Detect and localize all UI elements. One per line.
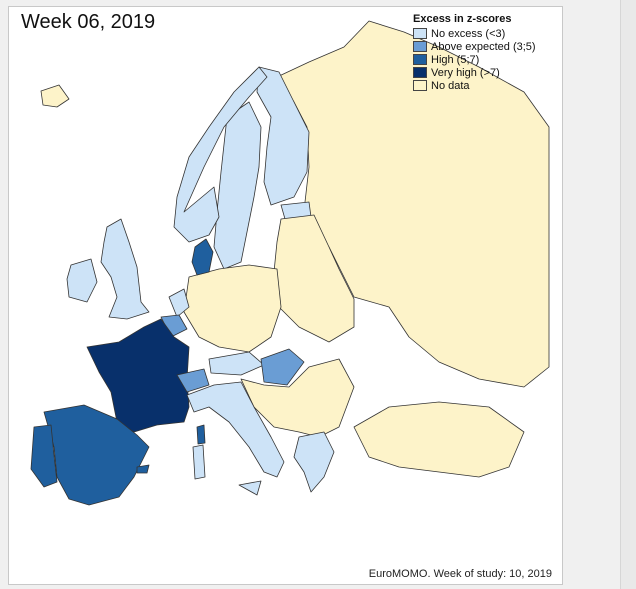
region-ireland[interactable] [66,258,98,303]
legend-item: High (5;7) [413,53,536,66]
legend-swatch [413,28,427,39]
legend-label: High (5;7) [431,53,480,66]
region-france[interactable] [86,318,190,433]
region-portugal[interactable] [30,424,58,488]
region-finland[interactable] [256,66,310,206]
region-balkans [240,358,355,438]
map-panel: Week 06, 2019 [8,6,563,585]
region-uk[interactable] [100,218,150,320]
region-norway[interactable] [173,66,268,243]
region-russia [276,20,550,388]
legend-swatch [413,54,427,65]
legend-item: Very high (>7) [413,66,536,79]
legend-title: Excess in z-scores [413,13,512,25]
region-balearic[interactable] [136,464,150,474]
region-greece[interactable] [293,431,335,493]
region-hungary[interactable] [260,348,305,386]
legend-label: Very high (>7) [431,66,500,79]
region-austria[interactable] [208,351,265,376]
legend-label: No data [431,79,470,92]
legend-swatch [413,67,427,78]
region-turkey [353,401,525,478]
vertical-scrollbar[interactable] [620,0,636,589]
map-legend: Excess in z-scores No excess (<3) Above … [413,13,536,92]
region-iceland [40,84,70,108]
europe-map [30,20,550,506]
region-sweden[interactable] [213,101,262,270]
region-italy[interactable] [186,381,285,478]
footer-credit: EuroMOMO. Week of study: 10, 2019 [368,568,552,580]
region-baltics-east [273,214,355,343]
legend-item: Above expected (3;5) [413,40,536,53]
region-corsica[interactable] [196,424,206,445]
legend-item: No data [413,79,536,92]
region-netherlands[interactable] [168,288,190,318]
region-central [183,264,282,353]
legend-item: No excess (<3) [413,27,536,40]
region-spain[interactable] [43,404,150,506]
legend-swatch [413,41,427,52]
region-sicily[interactable] [238,480,262,496]
map-title: Week 06, 2019 [21,11,156,33]
region-sardinia[interactable] [192,444,206,480]
region-switzerland[interactable] [176,368,210,393]
legend-label: No excess (<3) [431,27,506,40]
legend-label: Above expected (3;5) [431,40,536,53]
legend-swatch [413,80,427,91]
region-denmark[interactable] [191,238,214,276]
